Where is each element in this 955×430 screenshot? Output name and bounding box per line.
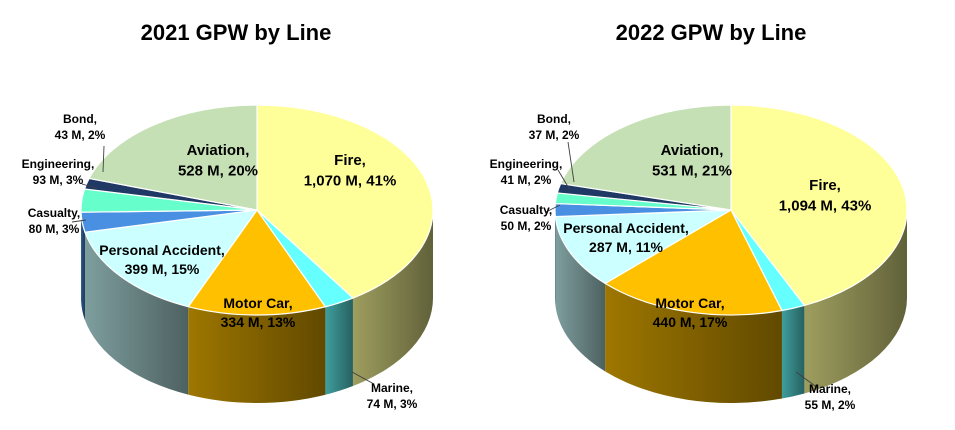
- data-label-marine: Marine, 55 M, 2%: [805, 382, 856, 412]
- pie-slice-personal-accident: [554, 209, 732, 285]
- pie-side-motor-car: [605, 283, 782, 403]
- data-label-casualty: Casualty, 50 M, 2%: [500, 203, 552, 233]
- leader-line-casualty: [71, 219, 87, 223]
- chart-title-2022: 2022 GPW by Line: [616, 20, 807, 45]
- data-label-motor-car: Motor Car, 440 M, 17%: [653, 295, 728, 330]
- pie-side-marine: [781, 305, 805, 399]
- pie-side-motor-car: [188, 306, 326, 404]
- pie-side-fire: [804, 210, 907, 394]
- pie-side-fire: [352, 210, 433, 387]
- data-label-bond: Bond, 43 M, 2%: [55, 112, 106, 142]
- data-label-personal-accident: Personal Accident, 399 M, 15%: [99, 242, 225, 277]
- data-label-marine: Marine, 74 M, 3%: [367, 381, 418, 411]
- pie-side-casualty: [81, 212, 85, 321]
- pie-side-marine: [325, 298, 353, 395]
- pie-side-personal-accident: [84, 232, 189, 395]
- leader-line-marine: [795, 371, 819, 389]
- chart-title-2021: 2021 GPW by Line: [141, 20, 332, 45]
- leader-line-bond: [567, 141, 575, 183]
- leader-line-casualty: [545, 204, 561, 213]
- pie-side-personal-accident: [555, 216, 606, 372]
- data-label-motor-car: Motor Car, 334 M, 13%: [221, 295, 296, 330]
- leader-line-engineering: [81, 183, 97, 189]
- data-label-personal-accident: Personal Accident, 287 M, 11%: [563, 220, 689, 255]
- data-label-aviation: Aviation, 528 M, 20%: [178, 142, 258, 179]
- pie-slice-motor-car: [187, 208, 327, 316]
- data-label-aviation: Aviation, 531 M, 21%: [652, 142, 732, 179]
- pie-slice-motor-car: [603, 209, 783, 316]
- data-label-engineering: Engineering, 41 M, 2%: [490, 157, 563, 187]
- data-label-fire: Fire, 1,094 M, 43%: [779, 177, 872, 214]
- data-label-bond: Bond, 37 M, 2%: [529, 112, 580, 142]
- data-label-casualty: Casualty, 80 M, 3%: [28, 206, 80, 236]
- pie-slice-aviation: [559, 104, 732, 211]
- pie-slice-personal-accident: [84, 209, 259, 308]
- data-label-fire: Fire, 1,070 M, 41%: [304, 152, 397, 189]
- pie-slice-aviation: [88, 104, 258, 211]
- pie-chart-2021: 2021 GPW by Line Fire, 1,070 M, 41% Marine…: [22, 20, 434, 411]
- pie-chart-2022: 2022 GPW by Line Fire, 1,094 M, 43% Marine…: [490, 20, 908, 412]
- leader-line-bond: [102, 145, 105, 173]
- leader-line-engineering: [557, 169, 571, 191]
- pie-slice-fire: [730, 104, 908, 307]
- data-label-engineering: Engineering, 93 M, 3%: [22, 157, 95, 187]
- leader-line-marine: [351, 371, 375, 385]
